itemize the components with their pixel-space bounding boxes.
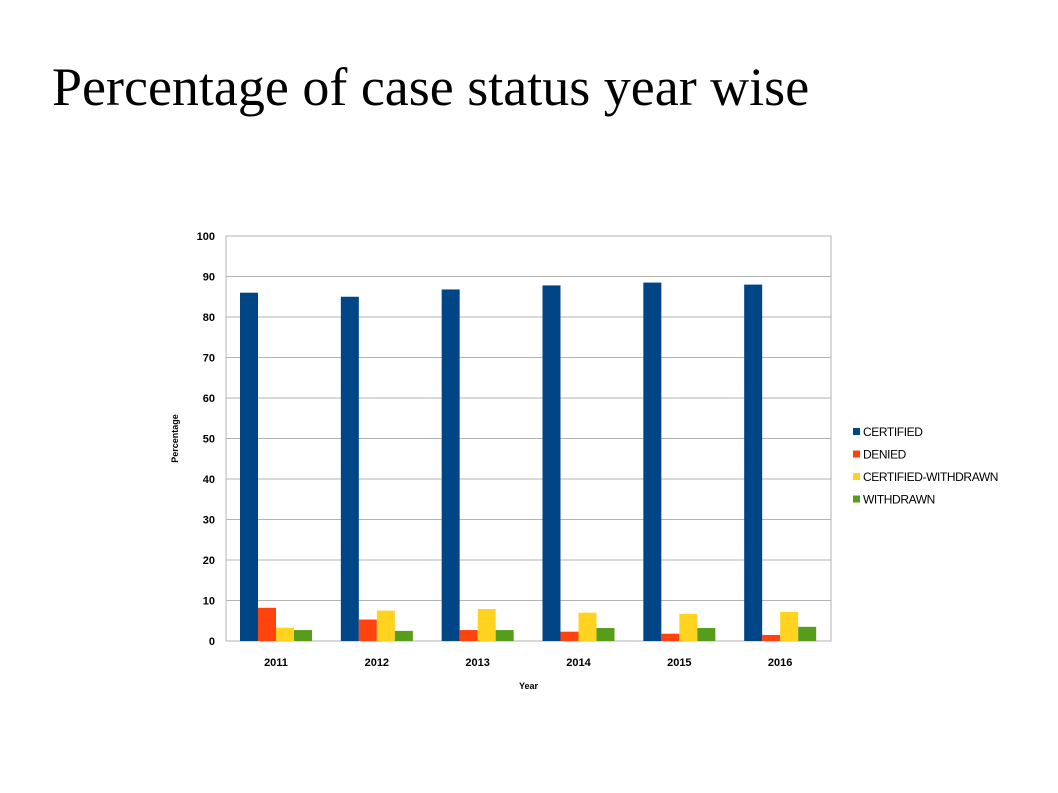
legend-label: WITHDRAWN xyxy=(863,493,935,507)
bar-withdrawn-2011 xyxy=(294,630,312,641)
bar-withdrawn-2013 xyxy=(495,630,514,641)
x-tick-label: 2016 xyxy=(768,657,792,669)
bar-denied-2012 xyxy=(358,619,377,641)
x-tick-label: 2014 xyxy=(566,657,591,669)
bar-denied-2013 xyxy=(459,630,478,641)
x-tick-label: 2012 xyxy=(365,657,389,669)
legend-label: DENIED xyxy=(863,448,907,462)
legend-swatch xyxy=(853,473,860,480)
y-tick-label: 60 xyxy=(203,393,215,405)
y-tick-label: 30 xyxy=(203,515,215,527)
y-tick-label: 40 xyxy=(203,474,215,486)
x-tick-labels: 2011 2012 2013 2014 2015 2016 xyxy=(264,657,792,669)
y-tick-label: 80 xyxy=(203,312,215,324)
slide-title: Percentage of case status year wise xyxy=(52,57,810,117)
bar-certified-withdrawn-2011 xyxy=(276,627,294,641)
x-axis-title: Year xyxy=(519,681,539,691)
y-tick-label: 50 xyxy=(203,434,215,446)
bar-certified-withdrawn-2013 xyxy=(477,609,496,641)
bar-certified-withdrawn-2014 xyxy=(578,612,597,641)
x-tick-label: 2013 xyxy=(465,657,489,669)
bar-denied-2011 xyxy=(258,607,276,641)
bar-withdrawn-2015 xyxy=(697,628,716,641)
y-axis-title: Percentage xyxy=(170,414,180,463)
legend-swatch xyxy=(853,495,860,503)
legend-swatch xyxy=(853,428,860,435)
bar-denied-2016 xyxy=(762,634,781,641)
x-tick-label: 2011 xyxy=(264,657,288,669)
bar-certified-2014 xyxy=(542,285,561,641)
bar-certified-2013 xyxy=(441,289,460,641)
bar-certified-2011 xyxy=(240,292,258,641)
bar-certified-withdrawn-2015 xyxy=(679,613,698,641)
bar-withdrawn-2014 xyxy=(596,628,615,641)
bar-certified-2016 xyxy=(744,284,763,641)
legend-label: CERTIFIED-WITHDRAWN xyxy=(863,470,998,484)
bar-denied-2014 xyxy=(560,631,579,641)
bar-withdrawn-2016 xyxy=(798,626,817,641)
plot-area xyxy=(225,235,832,642)
y-tick-label: 0 xyxy=(209,636,215,648)
y-tick-label: 90 xyxy=(203,272,215,284)
bars xyxy=(240,282,817,641)
bar-certified-2012 xyxy=(340,296,359,641)
x-tick-label: 2015 xyxy=(667,657,691,669)
legend-label: CERTIFIED xyxy=(863,425,923,439)
bar-certified-2015 xyxy=(643,282,662,641)
y-tick-labels: 0 10 20 30 40 50 60 70 80 90 100 xyxy=(197,231,215,648)
legend-swatch xyxy=(853,450,860,458)
y-tick-label: 10 xyxy=(203,596,215,608)
y-tick-label: 20 xyxy=(203,555,215,567)
y-tick-label: 70 xyxy=(203,353,215,365)
legend: CERTIFIED DENIED CERTIFIED-WITHDRAWN WITHDR… xyxy=(853,425,998,507)
bar-certified-withdrawn-2012 xyxy=(376,610,395,641)
bar-withdrawn-2012 xyxy=(394,630,413,641)
bar-certified-withdrawn-2016 xyxy=(780,611,799,641)
y-tick-label: 100 xyxy=(197,231,215,243)
bar-denied-2015 xyxy=(661,633,680,641)
gridlines xyxy=(226,235,831,642)
